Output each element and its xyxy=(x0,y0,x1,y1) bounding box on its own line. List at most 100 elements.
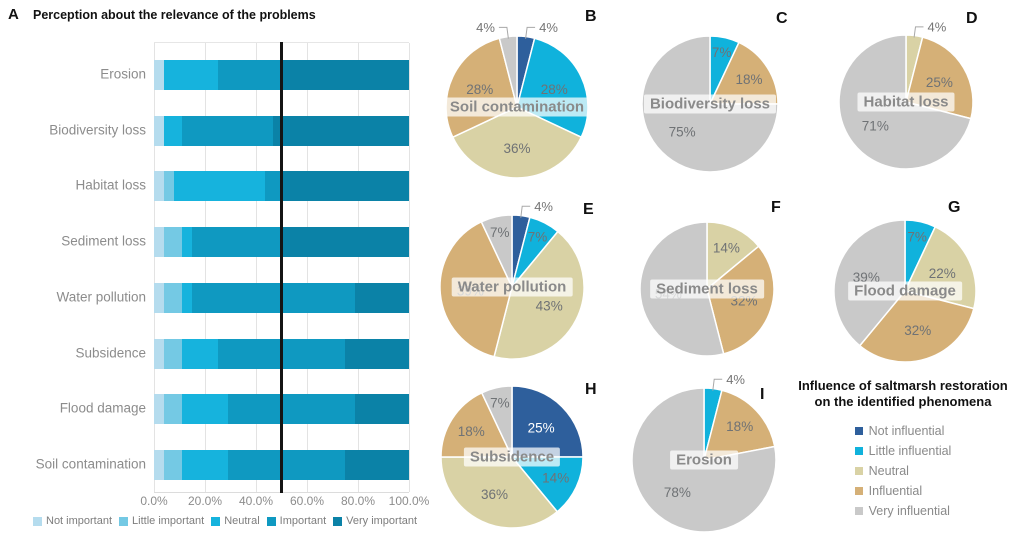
bar-row xyxy=(154,115,409,146)
pie-slice-label: 39% xyxy=(853,270,880,285)
influence-legend-item: Neutral xyxy=(854,461,952,481)
pie-slice-label: 18% xyxy=(726,419,753,434)
pie-slice-label: 36% xyxy=(503,141,530,156)
pie-slice-label: 75% xyxy=(669,125,696,140)
legend-item: Very important xyxy=(333,515,417,527)
bar-segment xyxy=(281,60,409,90)
pie-slice-label: 7% xyxy=(490,396,510,411)
legend-item: Not important xyxy=(33,515,112,527)
bar-category-axis: Erosion Biodiversity loss Habitat loss Sedi… xyxy=(0,42,146,491)
pie-slice xyxy=(703,389,776,461)
bar-segment xyxy=(164,115,182,146)
gridline xyxy=(205,43,206,492)
pie-label-leader xyxy=(913,26,924,38)
influence-legend-item: Little influential xyxy=(854,441,952,461)
pie-slice xyxy=(440,392,513,458)
bar-segment xyxy=(154,282,165,313)
bar-segment xyxy=(192,282,356,313)
panel-letter-g: G xyxy=(948,199,961,216)
bar-segment xyxy=(164,171,175,202)
bar-segment xyxy=(345,449,409,480)
pie-slice-label: 14% xyxy=(542,470,569,485)
legend-item: Little important xyxy=(119,515,204,527)
pie-slice xyxy=(641,35,779,173)
pie-slice-label: 28% xyxy=(466,82,493,97)
pie-slice xyxy=(706,221,760,290)
legend-label: Important xyxy=(279,515,327,527)
pie-slice xyxy=(858,290,975,363)
panel-letter-e: E xyxy=(583,201,594,218)
influence-legend-label: Very influential xyxy=(868,504,950,519)
x-tick-label: 60.0% xyxy=(289,494,325,508)
pie-slice-label: 25% xyxy=(926,75,953,90)
pie-title-label: Subsidence xyxy=(463,447,561,467)
pie-slice xyxy=(452,106,582,179)
pie-label-leader xyxy=(712,378,723,391)
legend-label: Not important xyxy=(46,515,113,527)
pie-slice-label: 43% xyxy=(536,299,563,314)
bar-segment xyxy=(282,227,409,258)
bar-segment xyxy=(164,338,183,369)
pie-slice-label: 4% xyxy=(726,372,745,387)
panel-a-title: Perception about the relevance of the pr… xyxy=(33,8,316,22)
legend-label: Neutral xyxy=(224,515,260,527)
bar-segment xyxy=(227,449,346,480)
bar-segment xyxy=(154,338,165,369)
pie-slice-label: 4% xyxy=(476,20,495,35)
bar-segment xyxy=(164,282,183,313)
panel-letter-b: B xyxy=(585,8,597,25)
bar-plot-area xyxy=(154,42,410,493)
panel-letter-f: F xyxy=(771,199,781,216)
bar-segment xyxy=(181,227,192,258)
pie-label-leader xyxy=(525,26,536,39)
x-tick-label: 20.0% xyxy=(187,494,223,508)
bar-segment xyxy=(191,227,283,258)
pie-slice-label: 14% xyxy=(713,241,740,256)
influence-legend-swatch xyxy=(854,447,863,456)
bar-segment xyxy=(164,227,182,258)
pie-slice xyxy=(709,41,779,105)
pie-slice-label: 7% xyxy=(490,225,510,240)
bar-segment xyxy=(164,60,218,90)
bar-segment xyxy=(154,60,165,90)
pie-svg: 25% 14% 36% 18% 7% xyxy=(440,385,584,529)
pie-slice-label: 7% xyxy=(712,45,732,60)
bar-row xyxy=(154,227,409,258)
pie-chart-H: 25% 14% 36% 18% 7% xyxy=(402,347,622,552)
panel-letter-c: C xyxy=(776,10,788,27)
pie-chart-C: 7% 18% 75% xyxy=(600,0,820,214)
bar-row xyxy=(154,394,409,425)
bar-row xyxy=(154,282,409,313)
pie-slice-label: 4% xyxy=(534,199,553,214)
bar-segment xyxy=(154,227,165,258)
bar-segment xyxy=(154,394,165,425)
influence-legend-title-line2: on the identified phenomena xyxy=(814,393,992,409)
legend-item: Neutral xyxy=(211,515,260,527)
legend-swatch xyxy=(33,516,42,526)
pie-slice-label: 78% xyxy=(664,485,691,500)
bar-segment xyxy=(182,338,218,369)
pie-slice xyxy=(706,245,775,355)
pie-slice-label: 71% xyxy=(862,119,889,134)
panel-letter-a: A xyxy=(8,6,19,23)
legend-label: Very important xyxy=(346,515,418,527)
bar-x-axis: 0.0% 20.0% 40.0% 60.0% 80.0% 100.0% xyxy=(140,494,429,508)
category-label: Soil contamination xyxy=(35,456,146,472)
pie-slice xyxy=(480,214,513,288)
bar-segment xyxy=(227,394,356,425)
pie-slice-label: 18% xyxy=(735,72,762,87)
pie-slice xyxy=(511,456,584,513)
category-label: Water pollution xyxy=(56,289,146,305)
category-label: Habitat loss xyxy=(75,177,146,193)
pie-slice-label: 22% xyxy=(929,266,956,281)
pie-slice xyxy=(440,456,559,529)
influence-legend-label: Influential xyxy=(868,484,923,499)
bar-segment xyxy=(345,338,409,369)
bar-segment xyxy=(182,282,193,313)
influence-legend-label: Little influential xyxy=(868,444,952,459)
pie-title-label: Soil contamination xyxy=(443,97,591,117)
influence-legend-item: Very influential xyxy=(854,501,952,521)
reference-line-50pct xyxy=(280,42,283,493)
influence-legend-title: Influence of saltmarsh restoration on th… xyxy=(782,378,1024,409)
category-label: Flood damage xyxy=(59,400,146,416)
